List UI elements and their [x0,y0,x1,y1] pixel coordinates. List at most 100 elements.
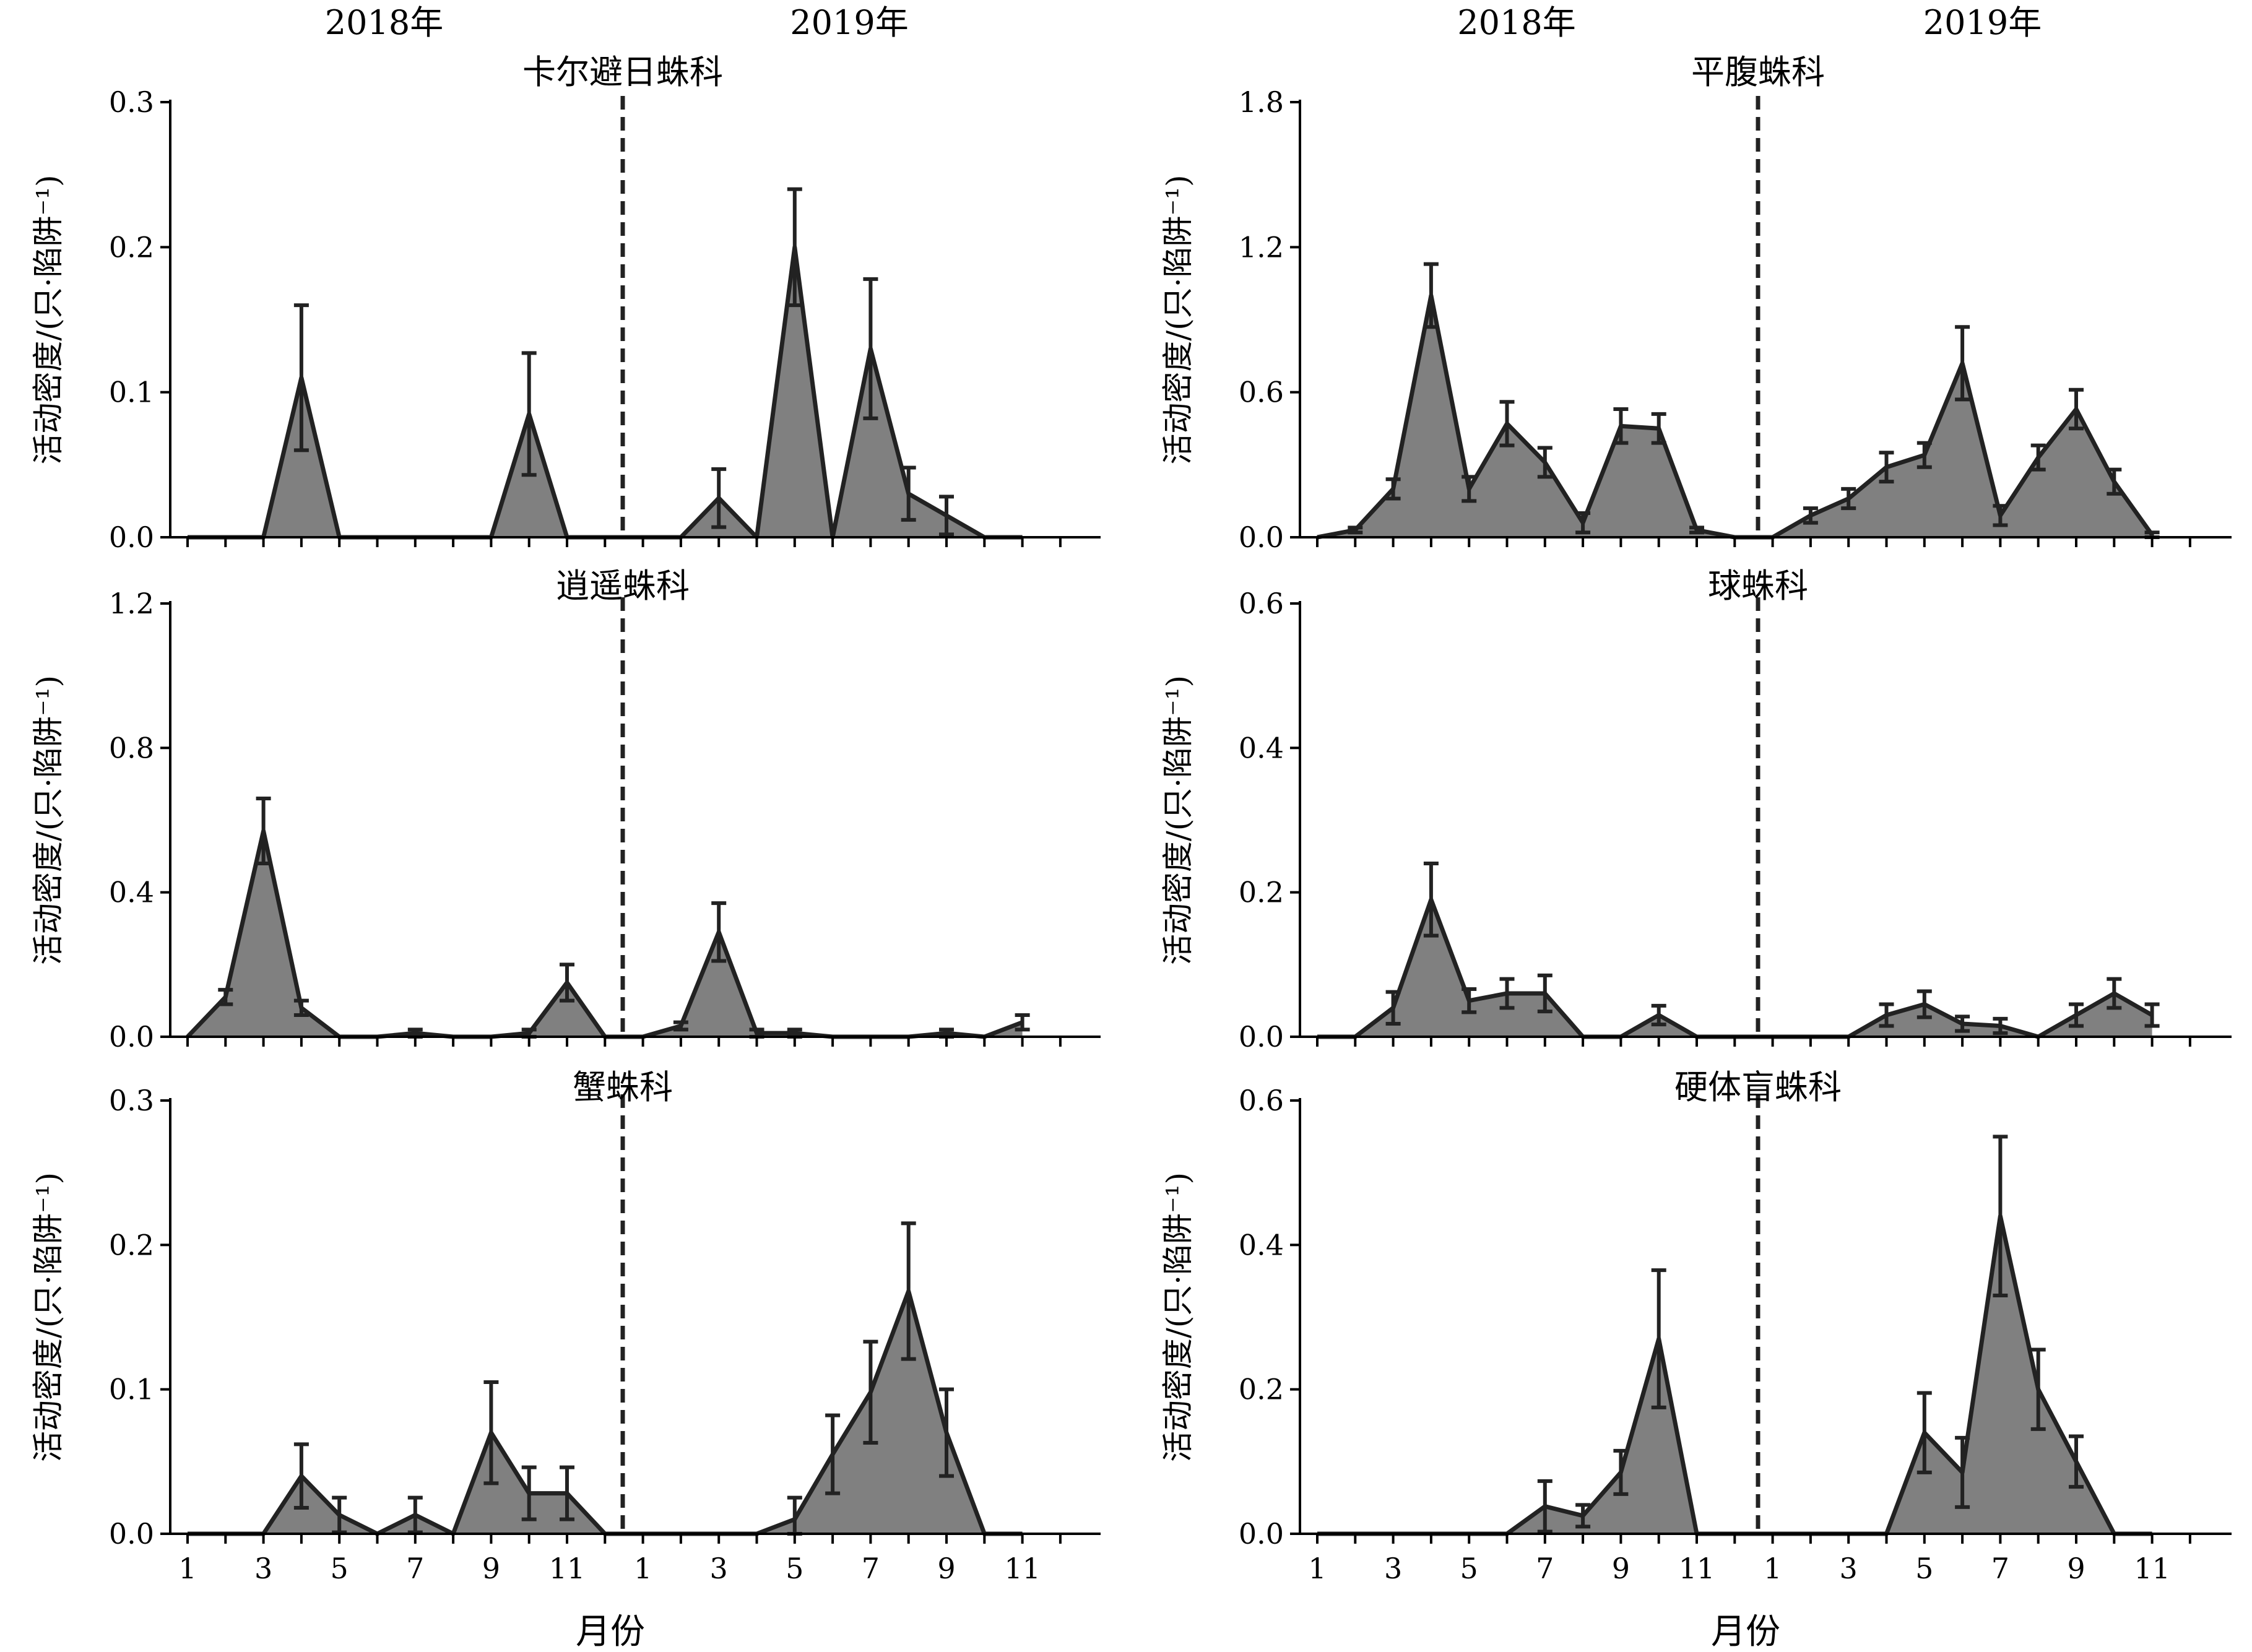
data-point [1506,993,1508,994]
data-point [946,514,947,516]
x-tick-label: 11 [2134,1552,2170,1585]
data-point [1848,498,1850,499]
x-tick-label: 7 [1536,1552,1554,1585]
data-point [1354,529,1356,531]
y-tick-label: 0.8 [109,731,154,764]
data-point [2076,1461,2077,1463]
chart-title: 卡尔避日蛛科 [522,53,723,92]
x-tick-label: 3 [1840,1552,1858,1585]
data-point [1999,514,2001,516]
series-area [188,247,1023,537]
data-point [1430,899,1432,901]
y-tick-label: 0.2 [109,230,154,264]
x-tick-label: 7 [406,1552,424,1585]
data-point [300,377,302,379]
x-axis-label: 月份 [1711,1612,1780,1652]
data-point [794,1032,795,1034]
data-point [1962,362,1964,364]
data-point [300,1475,302,1477]
chart-title: 平腹蛛科 [1691,53,1825,92]
data-point [1923,1432,1925,1434]
data-point [1392,1007,1394,1009]
series-area [1317,899,2152,1037]
y-tick-label: 0.1 [109,376,154,409]
data-point [1658,1338,1660,1339]
data-point [1506,423,1508,425]
data-point [1696,529,1697,531]
data-point [1430,295,1432,296]
data-point [870,1391,872,1393]
data-point [414,1514,416,1516]
data-point [1923,454,1925,456]
chart-title: 蟹蛛科 [573,1068,673,1107]
data-point [2151,534,2153,536]
x-tick-label: 7 [862,1552,880,1585]
x-tick-label: 1 [1764,1552,1782,1585]
data-point [718,931,720,933]
x-tick-label: 9 [1612,1552,1630,1585]
x-tick-label: 11 [1679,1552,1715,1585]
data-point [794,246,795,248]
data-point [1962,1471,1964,1473]
y-tick-label: 0.6 [1239,1084,1284,1117]
x-tick-label: 9 [937,1552,955,1585]
data-point [946,1432,947,1434]
y-tick-label: 1.2 [109,587,154,620]
year-label: 2018年 [1457,3,1575,42]
y-axis-label: 活动密度/(只·陷阱⁻¹) [30,175,66,464]
data-point [946,1032,947,1034]
data-point [1468,488,1470,490]
chart-title: 球蛛科 [1708,566,1808,605]
y-axis-label: 活动密度/(只·陷阱⁻¹) [30,675,66,965]
series-area [188,831,1023,1037]
y-axis-label: 活动密度/(只·陷阱⁻¹) [30,1172,66,1462]
data-point [1658,1014,1660,1016]
x-tick-label: 5 [1460,1552,1478,1585]
y-tick-label: 0.6 [1239,376,1284,409]
series-line [186,829,1023,1039]
data-point [1620,1471,1622,1473]
data-point [1582,522,1584,524]
data-point [1544,461,1546,463]
data-point [528,1032,530,1034]
data-point [1886,1014,1887,1016]
x-tick-label: 3 [254,1552,272,1585]
data-point [1999,1025,2001,1027]
data-point [1999,1215,2001,1217]
chart-panel-5: 0.00.10.20.31 3 5 7 9 11 1 3 5 7 9 11蟹蛛科活动密度/(只·陷阱⁻… [30,1068,1101,1652]
data-point [1021,1021,1023,1023]
data-point [1923,1003,1925,1005]
data-point [2113,481,2115,483]
data-point [262,830,264,832]
series-area [188,1291,1023,1534]
y-tick-label: 0.4 [1239,731,1284,764]
data-point [2076,1014,2077,1016]
data-point [528,1492,530,1494]
data-point [1809,514,1811,516]
chart-title: 硬体盲蛛科 [1674,1068,1842,1107]
data-point [225,996,227,998]
data-point [680,1025,682,1027]
y-tick-label: 1.2 [1239,230,1284,264]
series-area [1317,295,2152,537]
data-point [528,413,530,415]
chart-panel-6: 0.00.20.40.61 3 5 7 9 11 1 3 5 7 9 11硬体盲蛛科活动密度/(只·陷… [1160,1068,2232,1652]
data-point [2037,457,2039,459]
data-point [1392,488,1394,490]
x-tick-label: 7 [1991,1552,2009,1585]
y-tick-label: 0.0 [109,1020,154,1053]
chart-panel-1: 0.0 0.1 0.2 0.3 卡尔避日蛛科 2018年 2019年活动密度/(只·陷阱⁻¹… [30,3,1101,554]
data-point [756,1032,758,1034]
data-point [1582,1515,1584,1516]
data-point [1658,428,1660,430]
y-axis-label: 活动密度/(只·陷阱⁻¹) [1160,675,1196,965]
year-label: 2019年 [1923,3,2042,42]
x-tick-label: 5 [331,1552,349,1585]
y-tick-label: 0.0 [109,521,154,554]
y-tick-label: 0.0 [1239,521,1284,554]
data-point [339,1514,340,1516]
y-tick-label: 1.8 [1239,85,1284,119]
x-tick-label: 9 [482,1552,500,1585]
data-point [2076,409,2077,410]
